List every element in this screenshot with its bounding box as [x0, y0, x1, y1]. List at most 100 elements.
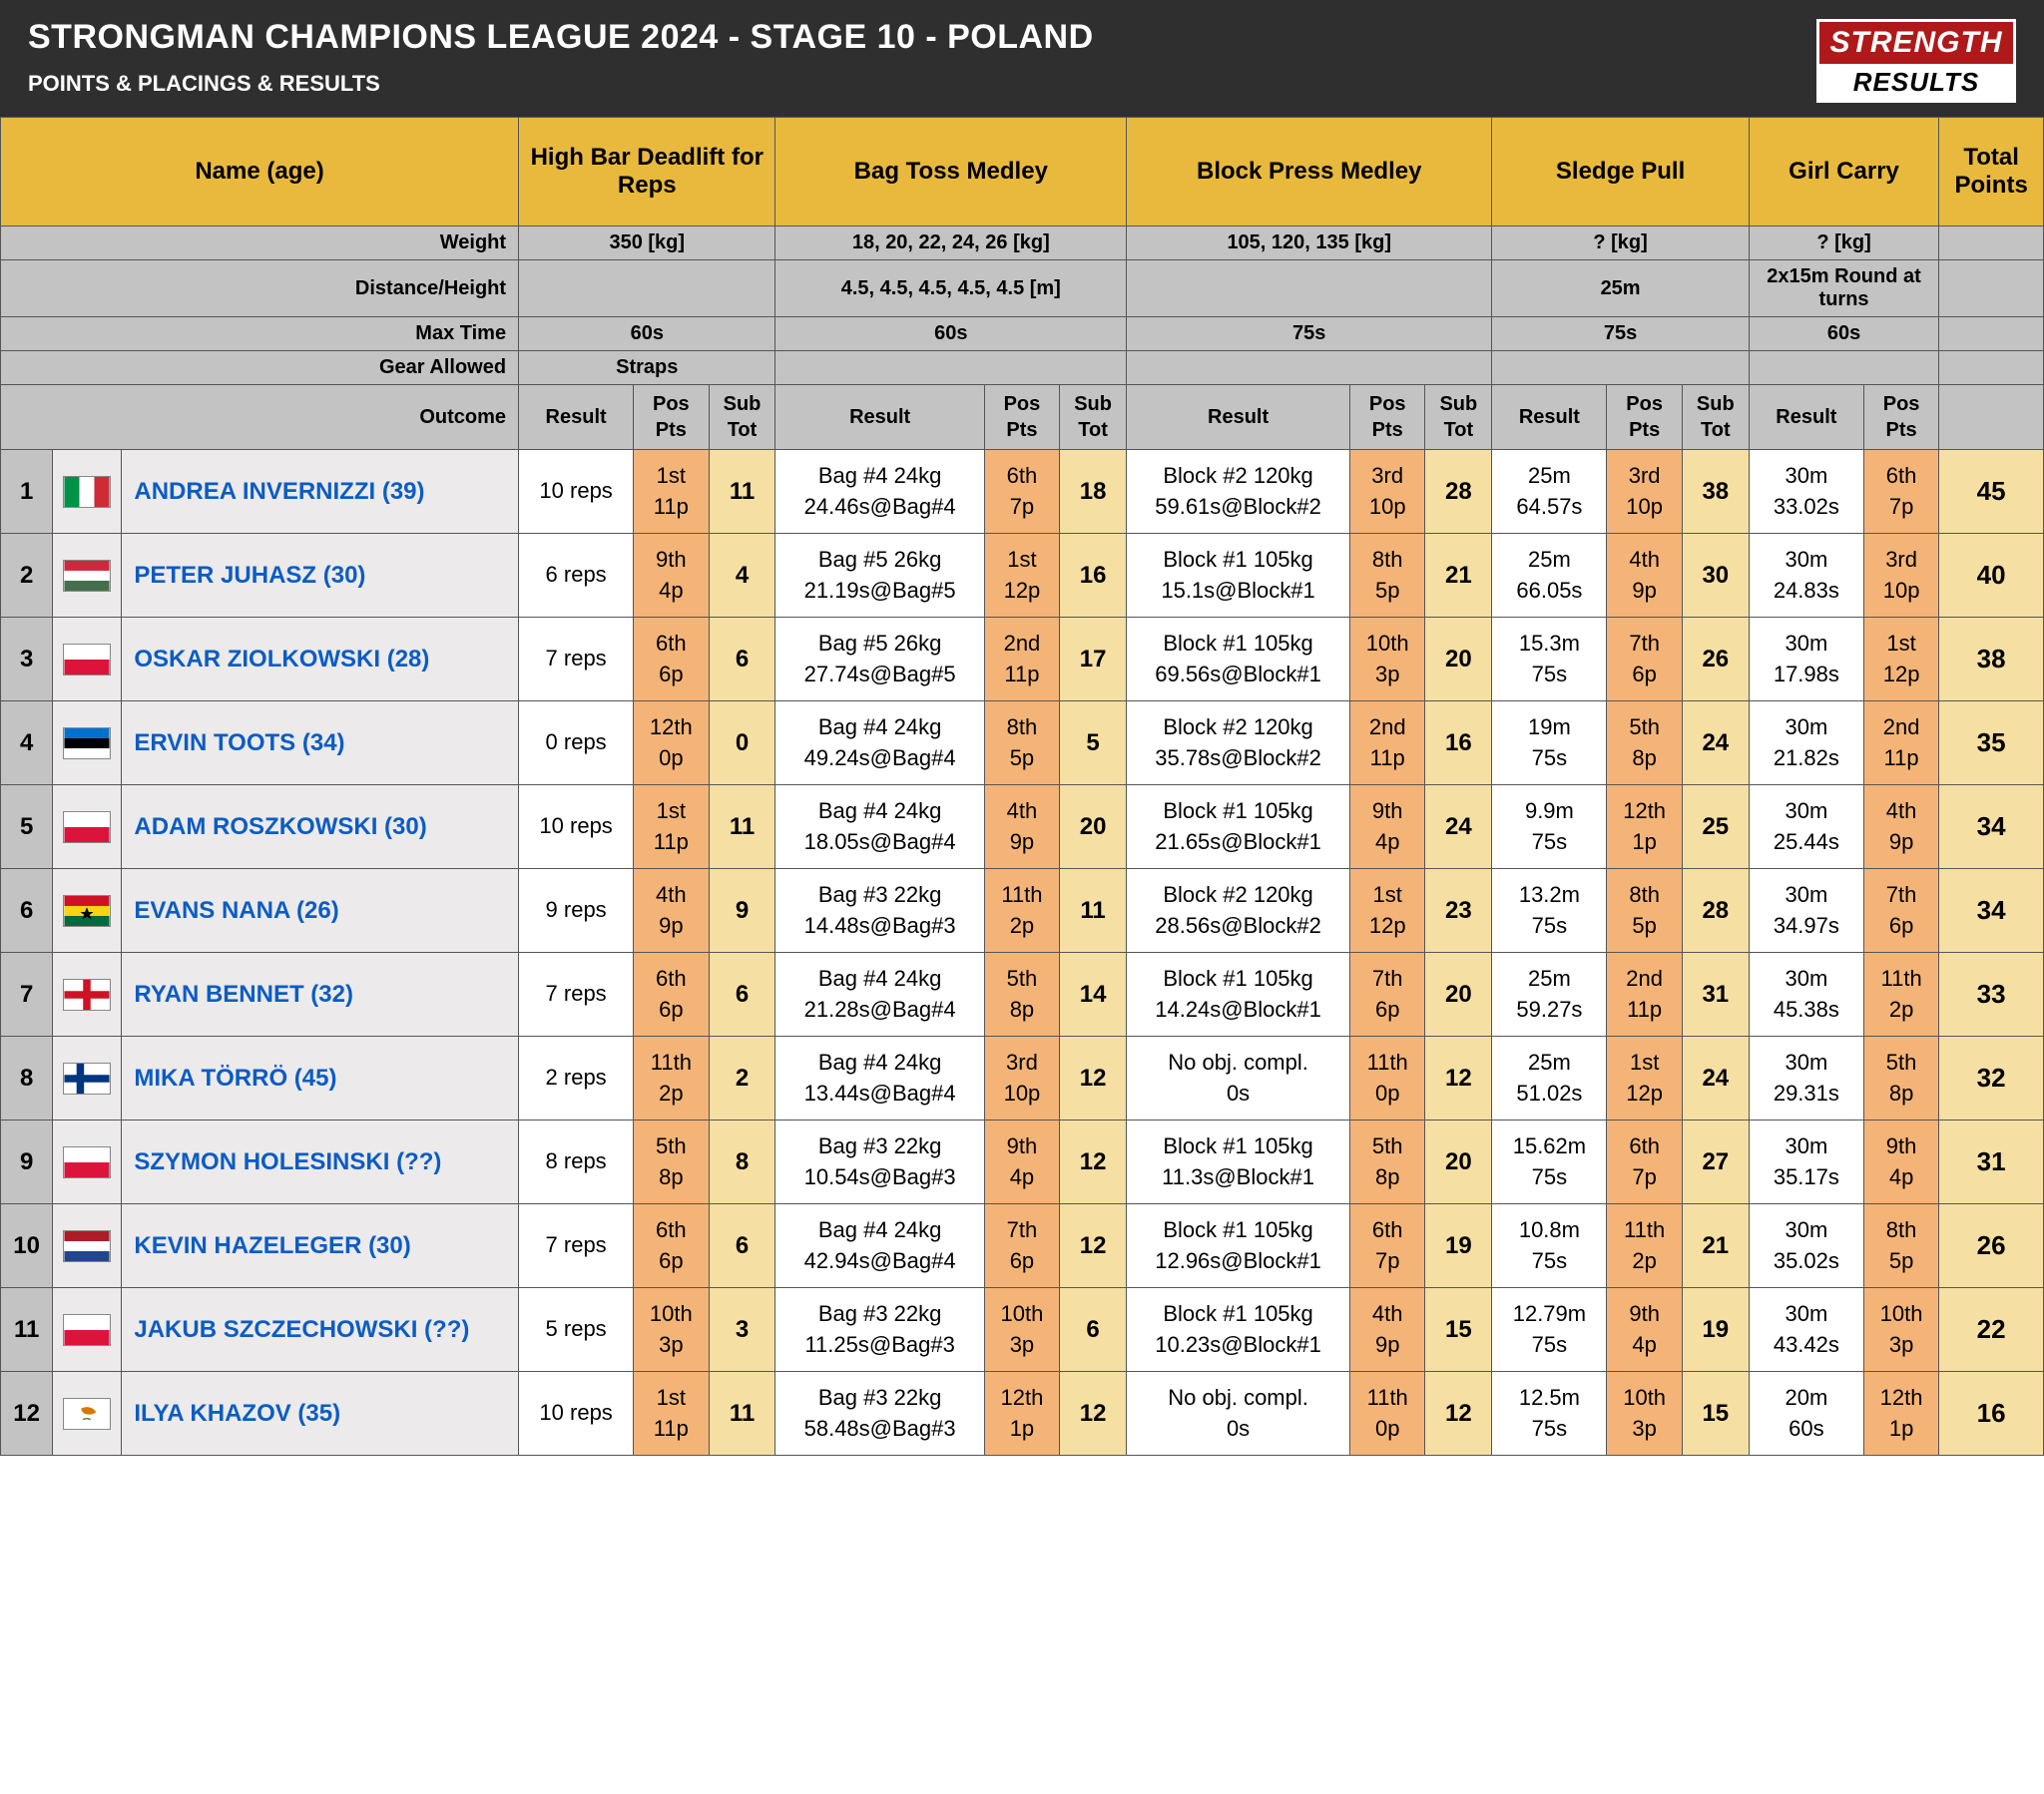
result-cell: 25m51.02s	[1492, 1037, 1607, 1121]
athlete-name[interactable]: SZYMON HOLESINSKI (??)	[122, 1121, 519, 1204]
subtot-cell: 17	[1060, 618, 1127, 701]
subtot-cell: 12	[1060, 1204, 1127, 1288]
pospts-cell: 7th6p	[984, 1204, 1059, 1288]
flag-cell	[53, 1121, 122, 1204]
subtot-cell: 12	[1425, 1372, 1492, 1456]
pospts-cell: 2nd11p	[1350, 701, 1425, 785]
rank-cell: 12	[1, 1372, 53, 1456]
subtot-cell: 12	[1060, 1372, 1127, 1456]
table-row: 6EVANS NANA (26)9 reps4th9p9Bag #3 22kg1…	[1, 869, 2044, 953]
rank-cell: 3	[1, 618, 53, 701]
pospts-cell: 10th3p	[1350, 618, 1425, 701]
meta-value: ? [kg]	[1749, 226, 1938, 260]
result-cell: 30m35.02s	[1749, 1204, 1863, 1288]
subtot-cell: 8	[709, 1121, 775, 1204]
pospts-cell: 6th7p	[984, 450, 1059, 534]
result-cell: 25m66.05s	[1492, 534, 1607, 618]
pospts-cell: 8th5p	[1350, 534, 1425, 618]
rank-cell: 2	[1, 534, 53, 618]
result-cell: 7 reps	[519, 953, 634, 1037]
pospts-cell: 3rd10p	[1607, 450, 1682, 534]
rank-cell: 4	[1, 701, 53, 785]
total-cell: 33	[1939, 953, 2044, 1037]
flag-cell	[53, 450, 122, 534]
subtot-cell: 26	[1682, 618, 1749, 701]
subtot-cell: 23	[1425, 869, 1492, 953]
result-cell: 9.9m75s	[1492, 785, 1607, 869]
rank-cell: 5	[1, 785, 53, 869]
subtot-cell: 20	[1425, 618, 1492, 701]
pospts-cell: 1st11p	[634, 450, 709, 534]
athlete-name[interactable]: OSKAR ZIOLKOWSKI (28)	[122, 618, 519, 701]
table-row: 11JAKUB SZCZECHOWSKI (??)5 reps10th3p3Ba…	[1, 1288, 2044, 1372]
result-cell: 30m45.38s	[1749, 953, 1863, 1037]
pospts-cell: 1st11p	[634, 785, 709, 869]
pospts-cell: 5th8p	[984, 953, 1059, 1037]
flag-cell	[53, 1037, 122, 1121]
subtot-cell: 15	[1682, 1372, 1749, 1456]
pospts-cell: 11th2p	[1863, 953, 1938, 1037]
pospts-cell: 11th2p	[634, 1037, 709, 1121]
pospts-cell: 11th2p	[1607, 1204, 1682, 1288]
result-cell: 19m75s	[1492, 701, 1607, 785]
meta-value: 60s	[775, 317, 1127, 351]
subtot-cell: 6	[709, 953, 775, 1037]
result-cell: 6 reps	[519, 534, 634, 618]
pospts-cell: 9th4p	[1607, 1288, 1682, 1372]
subtot-cell: 4	[709, 534, 775, 618]
subtot-cell: 9	[709, 869, 775, 953]
subtot-cell: 16	[1060, 534, 1127, 618]
result-cell: 30m24.83s	[1749, 534, 1863, 618]
subtot-cell: 19	[1425, 1204, 1492, 1288]
logo-bottom: RESULTS	[1816, 67, 2016, 103]
result-cell: Block #1 105kg12.96s@Block#1	[1127, 1204, 1350, 1288]
meta-value: 75s	[1127, 317, 1492, 351]
total-cell: 34	[1939, 869, 2044, 953]
result-cell: 8 reps	[519, 1121, 634, 1204]
total-cell: 22	[1939, 1288, 2044, 1372]
subtot-cell: 21	[1682, 1204, 1749, 1288]
pospts-cell: 6th7p	[1607, 1121, 1682, 1204]
athlete-name[interactable]: PETER JUHASZ (30)	[122, 534, 519, 618]
rank-cell: 6	[1, 869, 53, 953]
pospts-cell: 5th8p	[1350, 1121, 1425, 1204]
athlete-name[interactable]: RYAN BENNET (32)	[122, 953, 519, 1037]
athlete-name[interactable]: JAKUB SZCZECHOWSKI (??)	[122, 1288, 519, 1372]
subtot-cell: 30	[1682, 534, 1749, 618]
flag-cell	[53, 701, 122, 785]
rank-cell: 10	[1, 1204, 53, 1288]
result-cell: 7 reps	[519, 618, 634, 701]
header-text: STRONGMAN CHAMPIONS LEAGUE 2024 - STAGE …	[28, 18, 1094, 97]
athlete-name[interactable]: ADAM ROSZKOWSKI (30)	[122, 785, 519, 869]
pospts-cell: 6th7p	[1863, 450, 1938, 534]
total-cell: 40	[1939, 534, 2044, 618]
subtot-cell: 20	[1425, 953, 1492, 1037]
flag-cell	[53, 618, 122, 701]
pospts-cell: 1st12p	[984, 534, 1059, 618]
pospts-cell: 12th1p	[1607, 785, 1682, 869]
sub-header-result: Result	[775, 385, 984, 450]
pospts-cell: 1st12p	[1863, 618, 1938, 701]
result-cell: Block #1 105kg15.1s@Block#1	[1127, 534, 1350, 618]
flag-cell	[53, 1288, 122, 1372]
athlete-name[interactable]: ANDREA INVERNIZZI (39)	[122, 450, 519, 534]
athlete-name[interactable]: KEVIN HAZELEGER (30)	[122, 1204, 519, 1288]
subtot-cell: 16	[1425, 701, 1492, 785]
meta-value: 105, 120, 135 [kg]	[1127, 226, 1492, 260]
subtot-cell: 2	[709, 1037, 775, 1121]
sub-header-result: Result	[1127, 385, 1350, 450]
athlete-name[interactable]: EVANS NANA (26)	[122, 869, 519, 953]
pospts-cell: 4th9p	[1350, 1288, 1425, 1372]
athlete-name[interactable]: ILYA KHAZOV (35)	[122, 1372, 519, 1456]
athlete-name[interactable]: ERVIN TOOTS (34)	[122, 701, 519, 785]
result-cell: 10 reps	[519, 1372, 634, 1456]
meta-label: Weight	[1, 226, 519, 260]
table-row: 4ERVIN TOOTS (34)0 reps12th0p0Bag #4 24k…	[1, 701, 2044, 785]
meta-value	[1127, 260, 1492, 317]
sub-header-result: Result	[519, 385, 634, 450]
athlete-name[interactable]: MIKA TÖRRÖ (45)	[122, 1037, 519, 1121]
pospts-cell: 10th3p	[1863, 1288, 1938, 1372]
col-header-event: Girl Carry	[1749, 118, 1938, 226]
pospts-cell: 12th1p	[1863, 1372, 1938, 1456]
pospts-cell: 9th4p	[984, 1121, 1059, 1204]
